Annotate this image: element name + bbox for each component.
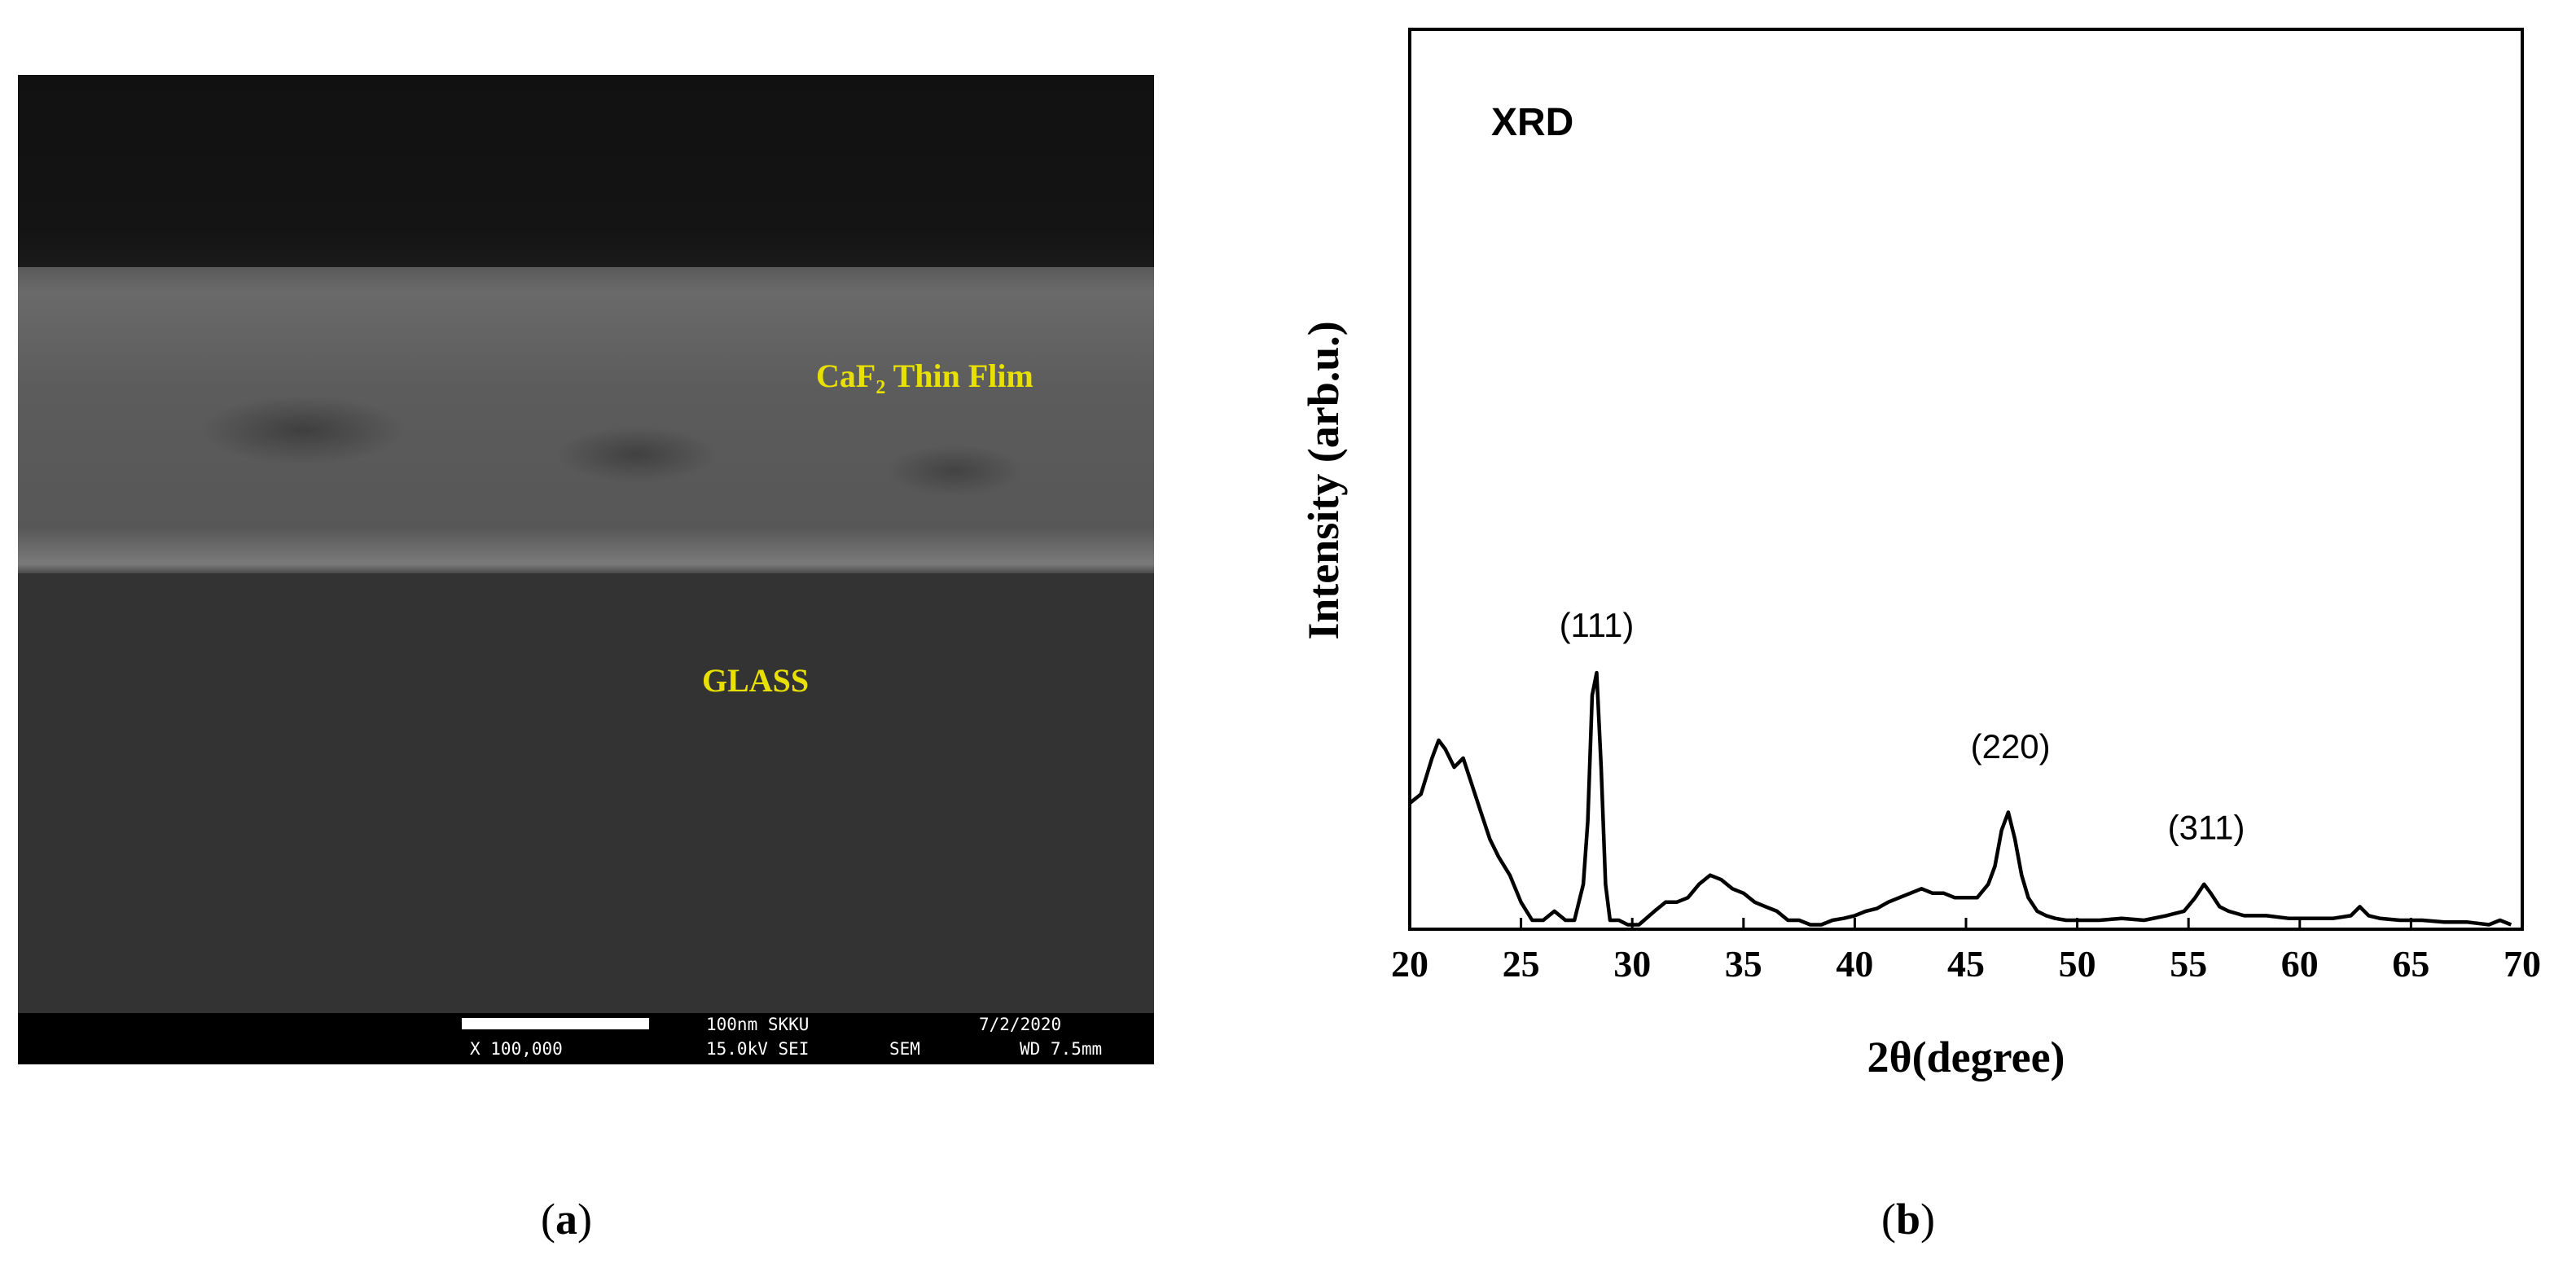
date-text: 7/2/2020 [979, 1015, 1062, 1034]
x-tick-label: 35 [1725, 943, 1762, 985]
peak-label: (220) [1971, 727, 2051, 766]
caption-b-letter: b [1895, 1195, 1921, 1244]
peak-annotations: (111) (220) (311) [1560, 606, 2245, 847]
glass-layer-label: GLASS [702, 662, 810, 699]
x-tick-label: 50 [2059, 943, 2096, 985]
xrd-chart: 20 25 30 35 40 45 50 55 60 65 70 (111) (220) (311) X… [1299, 28, 2541, 1081]
sem-background-region [18, 75, 1154, 267]
peak-label: (111) [1560, 606, 1635, 644]
sem-film-layer [18, 267, 1154, 573]
x-tick-label: 60 [2281, 943, 2319, 985]
scale-text: 100nm SKKU [706, 1015, 810, 1034]
caption-a: (a) [541, 1195, 592, 1244]
working-distance-text: WD 7.5mm [1020, 1039, 1103, 1059]
x-axis-label: 2θ(degree) [1867, 1033, 2065, 1081]
peak-label: (311) [2168, 809, 2245, 847]
y-axis-label: Intensity (arb.u.) [1299, 321, 1348, 640]
x-tick-label: 20 [1391, 943, 1428, 985]
caption-b: (b) [1881, 1195, 1936, 1244]
chart-title: XRD [1491, 101, 1573, 144]
x-tick-label: 55 [2170, 943, 2207, 985]
x-axis-tick-labels: 20 25 30 35 40 45 50 55 60 65 70 [1391, 943, 2541, 985]
voltage-text: 15.0kV SEI [706, 1039, 810, 1059]
mode-text: SEM [889, 1039, 920, 1059]
film-layer-label: CaF₂ Thin Flim [816, 358, 1033, 394]
sem-info-bar: 100nm SKKU 7/2/2020 X 100,000 15.0kV SEI… [18, 1013, 1154, 1064]
sem-glass-layer [18, 573, 1154, 1013]
caption-a-letter: a [555, 1195, 577, 1244]
xrd-series-line [1408, 670, 2512, 927]
sem-image: CaF₂ Thin Flim GLASS 100nm SKKU 7/2/2020… [18, 75, 1154, 1064]
plot-border [1408, 28, 2524, 931]
x-tick-label: 65 [2392, 943, 2429, 985]
x-tick-label: 40 [1836, 943, 1873, 985]
plot-frame [1408, 28, 2524, 931]
x-tick-label: 45 [1947, 943, 1985, 985]
x-axis-ticks [1408, 918, 2524, 929]
scale-bar [462, 1018, 649, 1029]
x-tick-label: 25 [1503, 943, 1540, 985]
x-tick-label: 70 [2504, 943, 2541, 985]
x-tick-label: 30 [1613, 943, 1651, 985]
series-group [1408, 670, 2512, 927]
magnification-text: X 100,000 [470, 1039, 563, 1059]
